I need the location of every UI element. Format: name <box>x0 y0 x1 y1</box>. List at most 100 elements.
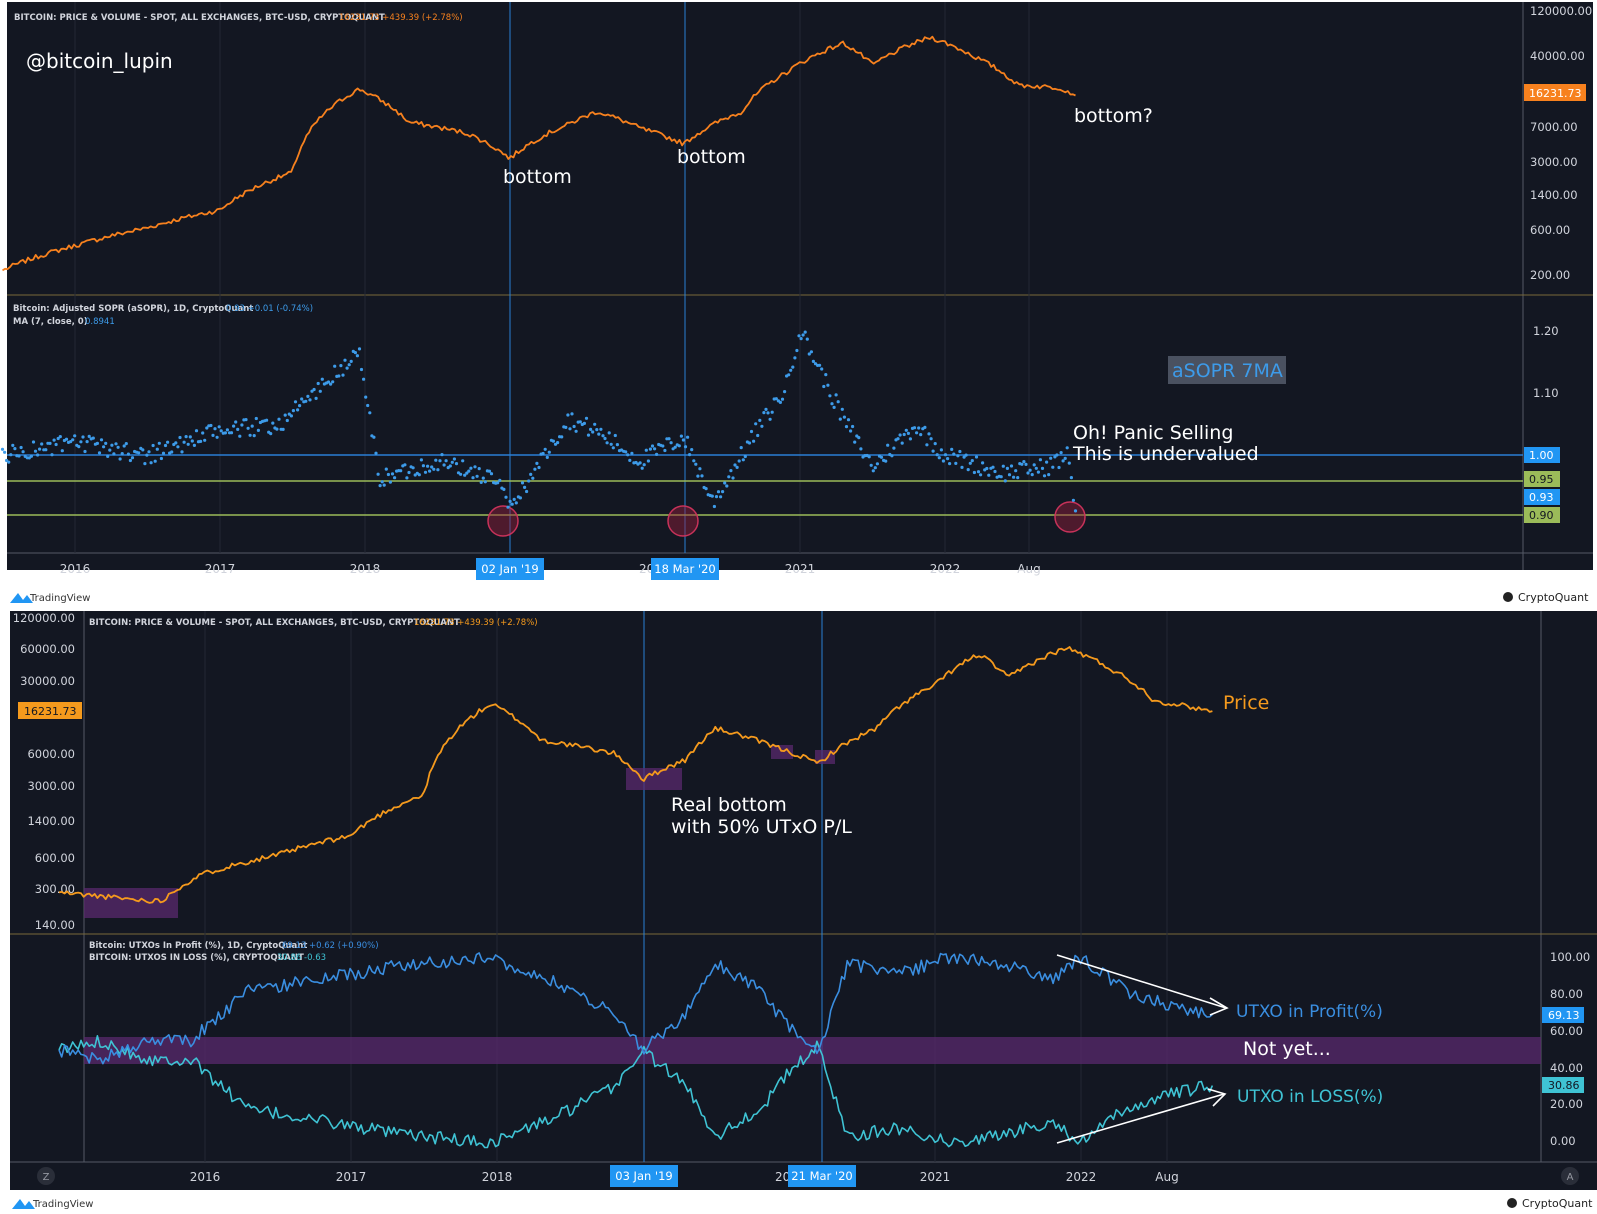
asopr-point <box>1071 498 1075 502</box>
asopr-point <box>729 469 733 473</box>
asopr-point <box>630 451 634 455</box>
asopr-point <box>11 443 15 447</box>
asopr-point <box>999 475 1003 479</box>
asopr-point <box>628 458 632 462</box>
asopr-point <box>130 456 135 460</box>
asopr-point <box>749 429 754 434</box>
asopr-point <box>809 350 814 354</box>
y-tick-label: 80.00 <box>1550 987 1583 1001</box>
asopr-point <box>735 465 739 469</box>
chart1-header-values: 16231.73 +439.39 (+2.78%) <box>339 13 463 23</box>
asopr-point <box>73 434 77 438</box>
asopr-point <box>368 411 372 415</box>
asopr-point <box>444 459 448 463</box>
asopr-point <box>166 440 170 444</box>
asopr-point <box>774 397 778 401</box>
asopr-point <box>692 459 696 463</box>
asopr-point <box>696 474 700 478</box>
asopr-point <box>964 453 968 457</box>
asopr-point <box>679 434 684 438</box>
x-tick-label: 2021 <box>920 1170 951 1184</box>
highlight-box <box>626 768 682 790</box>
asopr-point <box>122 444 126 448</box>
y-tick-label: 1400.00 <box>27 814 75 828</box>
y-tick-label: 3000.00 <box>27 779 75 793</box>
asopr-point <box>912 426 917 430</box>
asopr-point <box>349 359 353 363</box>
asopr-point <box>190 439 194 443</box>
y-tick-label: 140.00 <box>35 918 75 932</box>
asopr-point <box>653 447 657 451</box>
asopr-point <box>716 490 721 494</box>
asopr-point <box>747 441 752 445</box>
asopr-point <box>17 454 21 458</box>
ma-label: MA (7, close, 0) <box>13 317 88 327</box>
asopr-point <box>331 380 335 384</box>
asopr-point <box>1055 453 1059 457</box>
y-tick-label: 7000.00 <box>1530 120 1578 134</box>
asopr-point <box>663 448 667 453</box>
asopr-point <box>646 459 651 463</box>
asopr-point <box>766 411 770 415</box>
asopr-point <box>640 466 644 470</box>
tag-0.93-bg <box>1524 489 1560 505</box>
asopr-point <box>892 446 896 450</box>
asopr-point <box>174 441 178 445</box>
asopr-point <box>597 432 601 436</box>
asopr-point <box>1012 475 1016 479</box>
asopr-point <box>234 420 238 424</box>
asopr-point <box>985 466 989 471</box>
asopr-point <box>496 481 500 485</box>
asopr-point <box>884 459 888 463</box>
asopr-point <box>925 443 929 447</box>
asopr-point <box>1065 446 1069 450</box>
asopr-point <box>529 472 533 476</box>
asopr-point <box>520 481 525 485</box>
asopr-point <box>265 418 269 422</box>
corner-button-right[interactable] <box>1561 1167 1579 1185</box>
footer1: TradingView CryptoQuant <box>10 591 1589 604</box>
asopr-point <box>1016 476 1020 480</box>
asopr-point <box>525 489 529 494</box>
asopr-point <box>958 449 962 454</box>
asopr-point <box>605 441 609 445</box>
corner-button-left[interactable] <box>37 1167 55 1185</box>
asopr-point <box>1034 466 1038 470</box>
asopr-point <box>339 364 343 368</box>
cryptoquant-logo-icon <box>1503 592 1513 602</box>
asopr-point <box>69 440 73 444</box>
asopr-point <box>85 440 89 444</box>
asopr-point <box>1061 459 1065 463</box>
tag-0.95-bg <box>1524 471 1560 487</box>
asopr-point <box>589 427 593 431</box>
asopr-point <box>194 429 199 433</box>
x-tick-label: 2022 <box>1066 1170 1097 1184</box>
asopr-point <box>36 453 40 457</box>
asopr-point <box>428 469 432 473</box>
asopr-point <box>710 494 714 498</box>
asopr-point <box>537 465 541 470</box>
utxo-loss-line <box>58 1035 1214 1149</box>
chart2-header: BITCOIN: PRICE & VOLUME - SPOT, ALL EXCH… <box>89 618 460 628</box>
x-tick-label: 2018 <box>350 562 381 576</box>
asopr-point <box>359 367 364 372</box>
asopr-point <box>1007 473 1012 477</box>
y-tick-label: 6000.00 <box>27 747 75 761</box>
asopr-point <box>768 417 772 421</box>
asopr-point <box>430 465 434 469</box>
tag-0.95: 0.95 <box>1529 473 1554 486</box>
asopr-point <box>512 497 516 501</box>
asopr-point <box>298 404 302 408</box>
utxo-header2: BITCOIN: UTXOS IN LOSS (%), CRYPTOQUANT <box>89 953 304 963</box>
asopr-point <box>479 480 483 484</box>
asopr-point <box>733 463 737 467</box>
asopr-point <box>778 400 783 404</box>
asopr-point <box>353 351 357 355</box>
asopr-point <box>712 504 717 509</box>
asopr-point <box>364 395 368 399</box>
asopr-point <box>71 438 75 442</box>
asopr-point <box>186 442 190 446</box>
asopr-point <box>727 475 731 479</box>
asopr-point <box>225 428 229 432</box>
asopr-point <box>960 465 964 469</box>
